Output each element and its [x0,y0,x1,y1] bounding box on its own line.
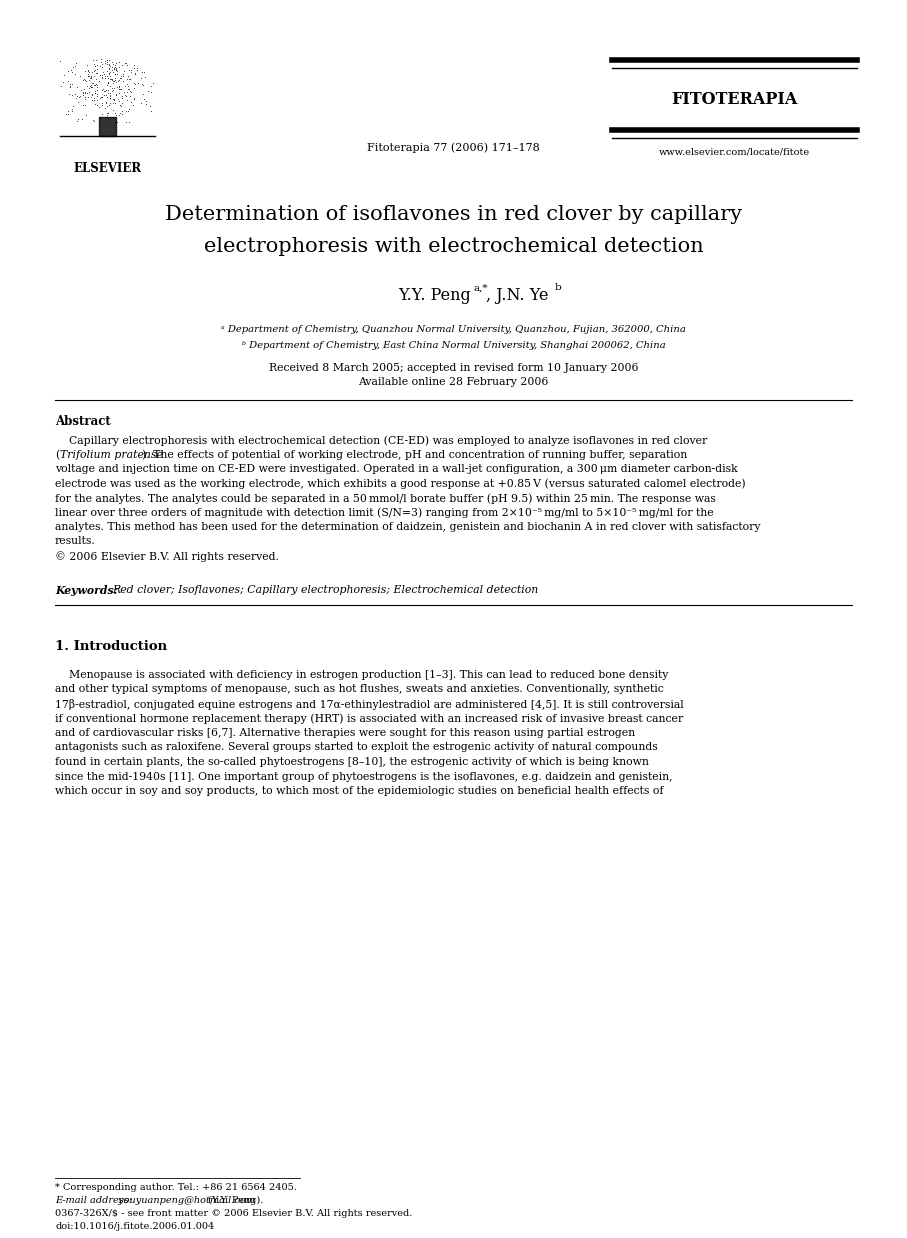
Text: b: b [554,284,561,292]
Text: results.: results. [55,536,96,546]
Text: which occur in soy and soy products, to which most of the epidemiologic studies : which occur in soy and soy products, to … [55,786,664,796]
Text: FITOTERAPIA: FITOTERAPIA [671,92,797,109]
Text: Trifolium pratense: Trifolium pratense [60,449,163,459]
Text: © 2006 Elsevier B.V. All rights reserved.: © 2006 Elsevier B.V. All rights reserved… [55,551,278,562]
Text: Received 8 March 2005; accepted in revised form 10 January 2006: Received 8 March 2005; accepted in revis… [268,363,639,373]
Text: Capillary electrophoresis with electrochemical detection (CE-ED) was employed to: Capillary electrophoresis with electroch… [55,435,707,446]
Text: Determination of isoflavones in red clover by capillary: Determination of isoflavones in red clov… [165,206,742,224]
Text: linear over three orders of magnitude with detection limit (S/N=3) ranging from : linear over three orders of magnitude wi… [55,508,714,517]
Text: for the analytes. The analytes could be separated in a 50 mmol/l borate buffer (: for the analytes. The analytes could be … [55,493,716,504]
Text: * Corresponding author. Tel.: +86 21 6564 2405.: * Corresponding author. Tel.: +86 21 656… [55,1184,297,1192]
Text: ). The effects of potential of working electrode, pH and concentration of runnin: ). The effects of potential of working e… [142,449,688,461]
Text: antagonists such as raloxifene. Several groups started to exploit the estrogenic: antagonists such as raloxifene. Several … [55,743,658,753]
Text: found in certain plants, the so-called phytoestrogens [8–10], the estrogenic act: found in certain plants, the so-called p… [55,756,649,768]
Text: E-mail address:: E-mail address: [55,1196,132,1205]
Text: 17β-estradiol, conjugated equine estrogens and 17α-ethinylestradiol are administ: 17β-estradiol, conjugated equine estroge… [55,699,684,711]
Text: and of cardiovascular risks [6,7]. Alternative therapies were sought for this re: and of cardiovascular risks [6,7]. Alter… [55,728,635,738]
Text: ᵃ Department of Chemistry, Quanzhou Normal University, Quanzhou, Fujian, 362000,: ᵃ Department of Chemistry, Quanzhou Norm… [221,326,686,334]
Text: doi:10.1016/j.fitote.2006.01.004: doi:10.1016/j.fitote.2006.01.004 [55,1222,214,1231]
Text: youyuanpeng@hotmail.com: youyuanpeng@hotmail.com [115,1196,255,1205]
Text: 1. Introduction: 1. Introduction [55,640,167,652]
Text: Red clover; Isoflavones; Capillary electrophoresis; Electrochemical detection: Red clover; Isoflavones; Capillary elect… [112,586,538,595]
Text: Keywords:: Keywords: [55,586,118,595]
Text: Available online 28 February 2006: Available online 28 February 2006 [358,378,549,387]
Text: voltage and injection time on CE-ED were investigated. Operated in a wall-jet co: voltage and injection time on CE-ED were… [55,464,737,474]
Text: Fitoterapia 77 (2006) 171–178: Fitoterapia 77 (2006) 171–178 [367,142,540,154]
Text: (Y.Y. Peng).: (Y.Y. Peng). [205,1196,263,1205]
Text: Y.Y. Peng: Y.Y. Peng [398,286,472,303]
Text: since the mid-1940s [11]. One important group of phytoestrogens is the isoflavon: since the mid-1940s [11]. One important … [55,771,673,781]
Text: ELSEVIER: ELSEVIER [73,162,141,175]
Text: Abstract: Abstract [55,415,111,428]
Text: electrophoresis with electrochemical detection: electrophoresis with electrochemical det… [204,238,703,256]
Text: 0367-326X/$ - see front matter © 2006 Elsevier B.V. All rights reserved.: 0367-326X/$ - see front matter © 2006 El… [55,1210,413,1218]
Text: if conventional hormone replacement therapy (HRT) is associated with an increase: if conventional hormone replacement ther… [55,713,683,724]
Text: electrode was used as the working electrode, which exhibits a good response at +: electrode was used as the working electr… [55,479,746,489]
Text: , J.N. Ye: , J.N. Ye [486,286,549,303]
Text: a,*: a,* [473,284,488,292]
Text: analytes. This method has been used for the determination of daidzein, genistein: analytes. This method has been used for … [55,522,760,532]
Text: ᵇ Department of Chemistry, East China Normal University, Shanghai 200062, China: ᵇ Department of Chemistry, East China No… [241,340,666,349]
Text: (: ( [55,449,59,459]
Text: Menopause is associated with deficiency in estrogen production [1–3]. This can l: Menopause is associated with deficiency … [55,670,668,680]
Text: www.elsevier.com/locate/fitote: www.elsevier.com/locate/fitote [659,147,810,156]
Text: and other typical symptoms of menopause, such as hot flushes, sweats and anxieti: and other typical symptoms of menopause,… [55,685,664,695]
